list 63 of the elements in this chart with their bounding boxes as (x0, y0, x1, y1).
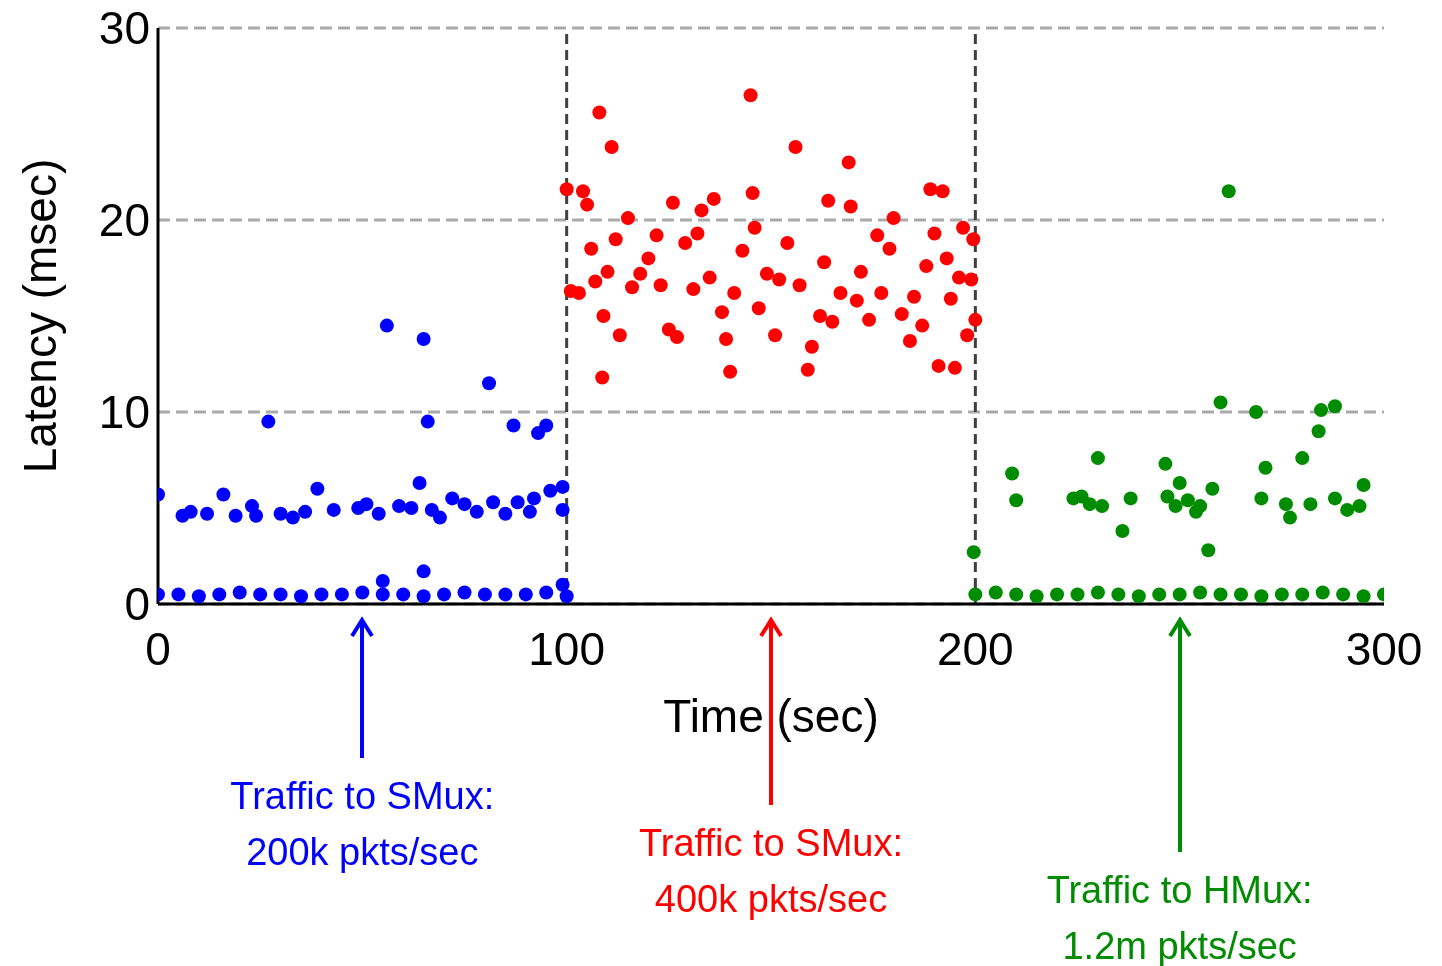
point (1327, 399, 1342, 414)
point (1303, 497, 1318, 512)
point (1278, 497, 1293, 512)
point (1356, 589, 1371, 604)
y-tick-label: 10 (98, 386, 150, 439)
point (1327, 491, 1342, 506)
point (1352, 499, 1367, 514)
text: Traffic to SMux: 200k pkts/sec (229, 774, 496, 875)
point (1070, 587, 1085, 602)
point (1201, 543, 1216, 558)
point (1168, 499, 1183, 514)
point (1009, 587, 1024, 602)
point (1295, 451, 1310, 466)
point (1160, 489, 1175, 504)
point (1131, 589, 1146, 604)
point (1193, 585, 1208, 600)
point (1258, 460, 1273, 475)
point (1221, 184, 1236, 199)
point (1005, 466, 1020, 481)
point (1172, 587, 1187, 602)
point (1158, 456, 1173, 471)
point (1315, 585, 1330, 600)
point (1090, 585, 1105, 600)
point (1111, 587, 1126, 602)
point (1123, 491, 1138, 506)
y-tick-label: 0 (124, 578, 150, 631)
y-tick-label: 20 (98, 194, 150, 247)
x-tick-label: 100 (528, 622, 606, 675)
point (1283, 510, 1298, 525)
point (1082, 497, 1097, 512)
point (1274, 587, 1289, 602)
point (1340, 502, 1355, 517)
point (968, 587, 983, 602)
text: Traffic to SMux: 400k pkts/sec (638, 821, 904, 922)
point (1090, 451, 1105, 466)
point (1311, 424, 1326, 439)
x-axis-title: Time (sec) (663, 689, 879, 742)
point (1254, 589, 1269, 604)
point (1314, 403, 1329, 418)
point (1336, 587, 1351, 602)
point (1115, 524, 1130, 539)
point (1193, 499, 1208, 514)
y-tick-label: 30 (98, 2, 150, 55)
point (1029, 589, 1044, 604)
point (988, 585, 1003, 600)
point (1213, 587, 1228, 602)
point (966, 545, 981, 560)
point (1249, 405, 1264, 419)
x-tick-label: 200 (936, 622, 1014, 675)
point (1180, 493, 1195, 508)
point (1233, 587, 1248, 602)
point (1356, 477, 1371, 492)
y-axis-title: Latency (msec) (14, 158, 67, 474)
point (1009, 493, 1024, 508)
point (1213, 395, 1228, 410)
point (1050, 587, 1065, 602)
point (1152, 587, 1167, 602)
point (1205, 481, 1220, 496)
point (1254, 491, 1269, 506)
point (1172, 476, 1187, 491)
point (1095, 499, 1110, 514)
x-tick-label: 300 (1345, 622, 1423, 675)
point (1295, 587, 1310, 602)
